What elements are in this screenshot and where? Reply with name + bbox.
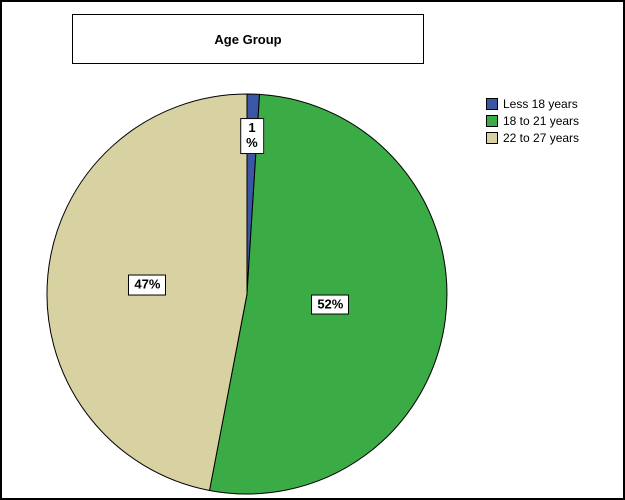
chart-title: Age Group: [214, 31, 282, 47]
slice-value-label: 47%: [128, 274, 167, 296]
legend-swatch-icon: [486, 98, 498, 110]
legend-swatch-icon: [486, 115, 498, 127]
legend-label: 22 to 27 years: [503, 131, 580, 145]
legend-item: 22 to 27 years: [486, 131, 579, 145]
legend-item: 18 to 21 years: [486, 114, 579, 128]
legend-label: Less 18 years: [503, 97, 578, 111]
legend-swatch-icon: [486, 132, 498, 144]
slice-value-label: 1 %: [240, 118, 264, 154]
legend-item: Less 18 years: [486, 97, 579, 111]
slice-value-label: 52%: [311, 294, 350, 315]
chart-title-box: Age Group: [72, 14, 424, 64]
legend-label: 18 to 21 years: [503, 114, 580, 128]
legend: Less 18 years 18 to 21 years 22 to 27 year…: [486, 97, 579, 148]
